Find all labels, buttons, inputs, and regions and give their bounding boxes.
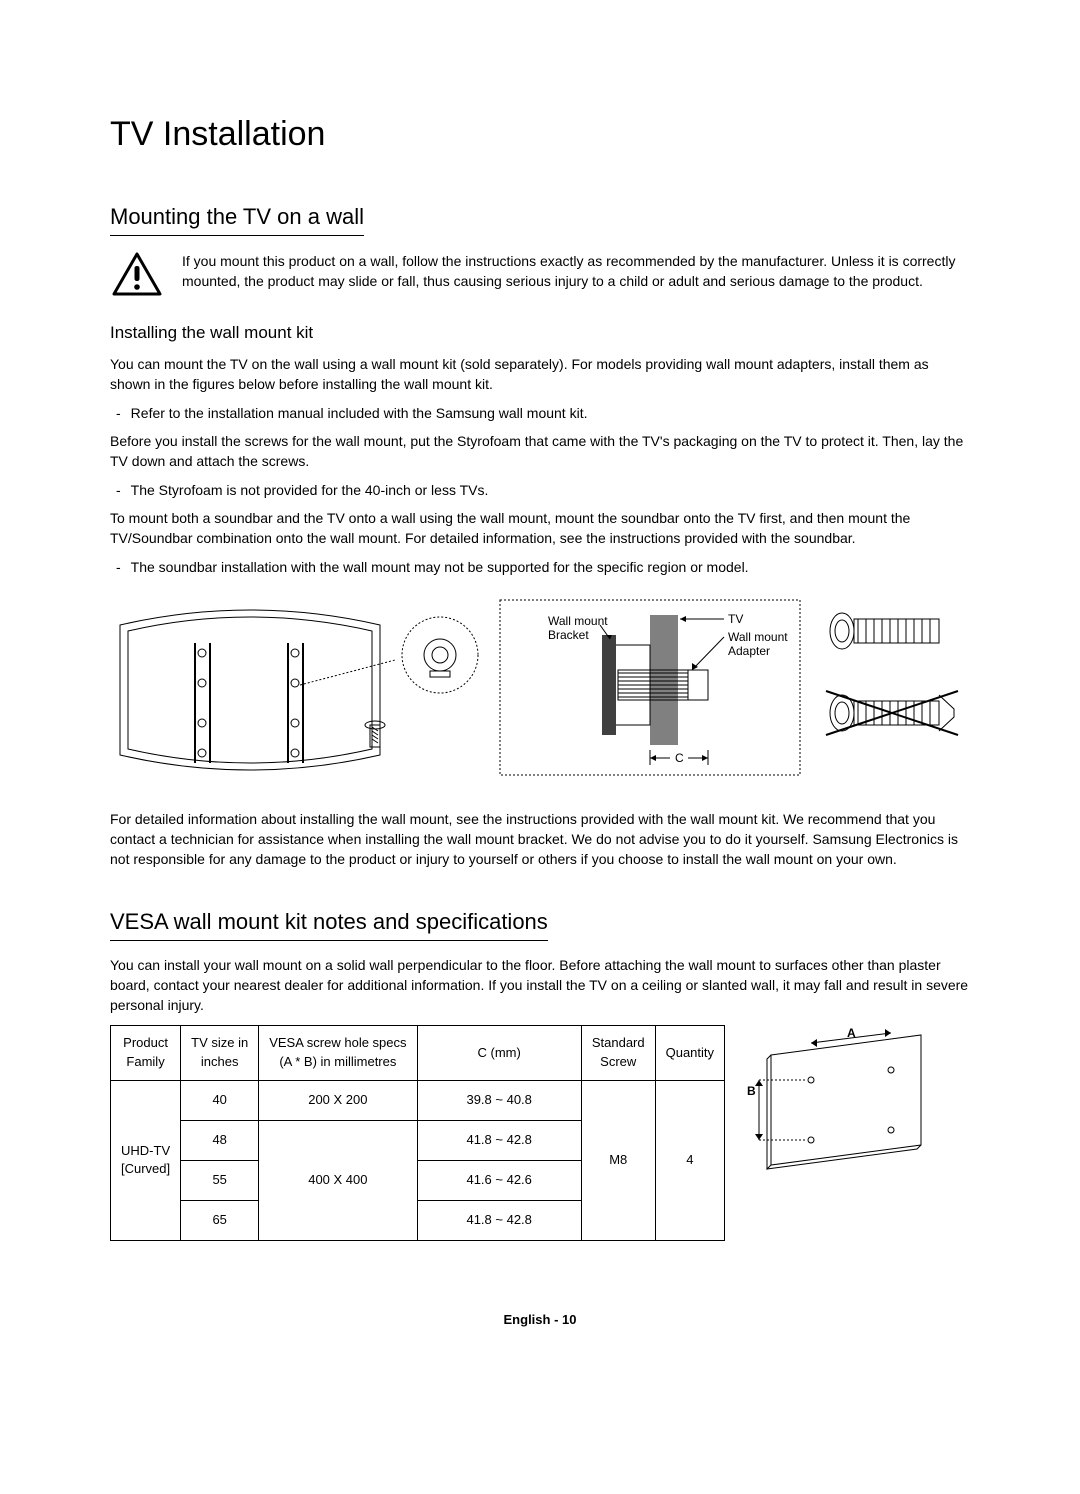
vesa-row: Product Family TV size in inches VESA sc… <box>110 1025 970 1240</box>
td-size: 40 <box>181 1081 259 1121</box>
paragraph: Before you install the screws for the wa… <box>110 431 970 472</box>
td-screw: M8 <box>581 1081 655 1240</box>
vesa-ab-diagram: A B <box>741 1025 931 1175</box>
th-screw: Standard Screw <box>581 1026 655 1081</box>
dash-icon: - <box>116 403 121 423</box>
th-family: Product Family <box>111 1026 181 1081</box>
th-vesa: VESA screw hole specs (A * B) in millime… <box>259 1026 417 1081</box>
list-item: - The Styrofoam is not provided for the … <box>116 480 970 500</box>
section-heading-mounting: Mounting the TV on a wall <box>110 201 364 236</box>
page-title: TV Installation <box>110 110 970 159</box>
td-c: 41.6 ~ 42.6 <box>417 1160 581 1200</box>
paragraph: You can install your wall mount on a sol… <box>110 955 970 1016</box>
dash-icon: - <box>116 557 121 577</box>
label-tv: TV <box>728 612 743 626</box>
label-a: A <box>847 1026 856 1040</box>
page-footer: English - 10 <box>110 1311 970 1330</box>
label-wall-mount-bracket: Wall mount <box>548 614 608 628</box>
wall-mount-figure: Wall mount Bracket TV Wall mount Adapter… <box>110 595 970 785</box>
list-item: - The soundbar installation with the wal… <box>116 557 970 577</box>
td-c: 39.8 ~ 40.8 <box>417 1081 581 1121</box>
th-qty: Quantity <box>655 1026 724 1081</box>
warning-block: If you mount this product on a wall, fol… <box>110 250 970 303</box>
td-c: 41.8 ~ 42.8 <box>417 1200 581 1240</box>
td-qty: 4 <box>655 1081 724 1240</box>
dash-icon: - <box>116 480 121 500</box>
td-size: 48 <box>181 1121 259 1161</box>
list-item: - Refer to the installation manual inclu… <box>116 403 970 423</box>
svg-text:Bracket: Bracket <box>548 628 589 642</box>
td-vesa: 400 X 400 <box>259 1121 417 1241</box>
paragraph: For detailed information about installin… <box>110 809 970 870</box>
paragraph: To mount both a soundbar and the TV onto… <box>110 508 970 549</box>
warning-icon <box>110 250 164 303</box>
warning-text: If you mount this product on a wall, fol… <box>182 250 970 291</box>
svg-text:Adapter: Adapter <box>728 644 770 658</box>
td-c: 41.8 ~ 42.8 <box>417 1121 581 1161</box>
paragraph: You can mount the TV on the wall using a… <box>110 354 970 395</box>
subheading-install-kit: Installing the wall mount kit <box>110 321 970 346</box>
vesa-spec-table: Product Family TV size in inches VESA sc… <box>110 1025 725 1240</box>
td-vesa: 200 X 200 <box>259 1081 417 1121</box>
label-c: C <box>675 751 684 765</box>
label-b: B <box>747 1084 756 1098</box>
td-family: UHD-TV [Curved] <box>111 1081 181 1240</box>
section-heading-vesa: VESA wall mount kit notes and specificat… <box>110 906 548 941</box>
label-wall-mount-adapter: Wall mount <box>728 630 788 644</box>
th-size: TV size in inches <box>181 1026 259 1081</box>
td-size: 55 <box>181 1160 259 1200</box>
td-size: 65 <box>181 1200 259 1240</box>
th-c: C (mm) <box>417 1026 581 1081</box>
